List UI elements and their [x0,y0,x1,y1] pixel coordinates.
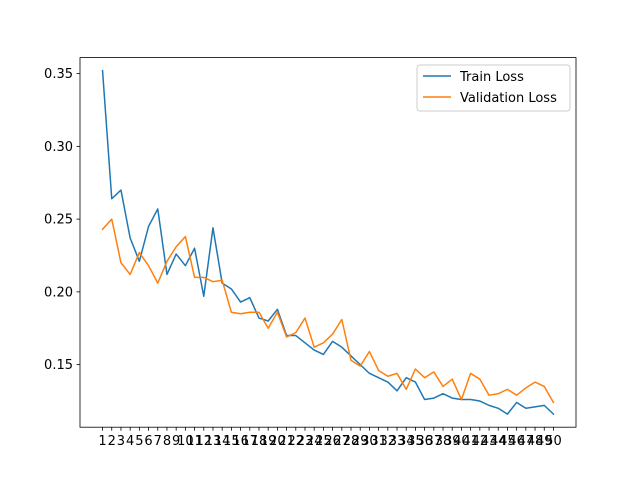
x-tick-label: 6 [144,434,152,449]
x-tick-label: 7 [154,434,162,449]
x-tick-label: 5 [135,434,143,449]
x-tick-label: 21 [278,434,295,449]
legend-label: Validation Loss [460,91,557,106]
x-tick-label: 48 [527,434,544,449]
x-tick-label: 34 [398,434,415,449]
x-tick-label: 18 [251,434,268,449]
legend: Train Loss Validation Loss [416,64,571,112]
axes-frame [79,57,577,428]
x-tick-label: 46 [508,434,525,449]
series-line-train-loss [101,69,555,416]
legend-box [416,64,571,112]
x-tick-label: 26 [324,434,341,449]
x-tick-label: 15 [223,434,240,449]
x-tick-label: 23 [297,434,314,449]
x-tick-label: 28 [343,434,360,449]
x-tick-label: 27 [334,434,351,449]
x-tick-label: 45 [499,434,516,449]
x-tick-label: 38 [435,434,452,449]
x-tick-label: 12 [195,434,212,449]
legend-label: Train Loss [459,70,524,85]
x-tick-label: 30 [361,434,378,449]
x-tick-label: 20 [269,434,286,449]
x-tick-label: 43 [481,434,498,449]
y-tick-label: 0.20 [44,285,73,300]
x-tick-label: 17 [242,434,259,449]
x-tick-label: 33 [389,434,406,449]
x-tick-label: 24 [306,434,323,449]
x-tick-label: 37 [426,434,443,449]
y-tick-label: 0.30 [44,140,73,155]
x-tick-label: 42 [472,434,489,449]
series-layer [101,69,555,416]
x-tick-label: 1 [98,434,106,449]
axes-layer: 0.150.200.250.300.351 2 3 4 5 6 7 8 910111213141… [44,57,577,449]
x-tick-label: 40 [453,434,470,449]
x-tick-label: 35 [407,434,424,449]
x-tick-label: 47 [518,434,535,449]
x-tick-label: 14 [214,434,231,449]
y-tick-label: 0.35 [44,67,73,82]
x-tick-label: 9 [172,434,180,449]
x-tick-label: 39 [444,434,461,449]
x-tick-label: 16 [232,434,249,449]
x-tick-label: 32 [380,434,397,449]
plot-area [80,57,576,428]
x-tick-label: 29 [352,434,369,449]
x-tick-label: 2 [108,434,116,449]
x-tick-label: 10 [177,434,194,449]
x-tick-label: 3 [117,434,125,449]
series-line-validation-loss [101,218,555,404]
x-tick-label: 25 [315,434,332,449]
x-tick-label: 11 [186,434,203,449]
x-tick-label: 31 [370,434,387,449]
x-tick-label: 13 [205,434,222,449]
x-tick-label: 49 [536,434,553,449]
y-tick-label: 0.25 [44,213,73,228]
x-tick-label: 4 [126,434,134,449]
x-tick-label: 36 [416,434,433,449]
x-tick-label: 44 [490,434,507,449]
x-tick-label: 19 [260,434,277,449]
x-tick-label: 22 [288,434,305,449]
x-tick-label: 50 [545,434,562,449]
x-tick-label: 8 [163,434,171,449]
y-tick-label: 0.15 [44,358,73,373]
x-tick-label: 41 [462,434,479,449]
